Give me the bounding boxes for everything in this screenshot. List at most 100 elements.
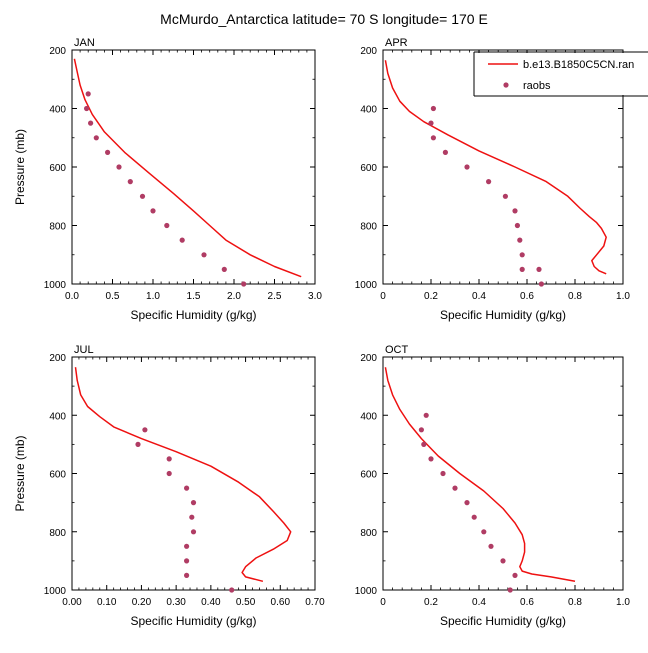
y-tick-label: 600 [360,470,377,481]
y-tick-label: 800 [49,528,66,539]
x-tick-label: 0.30 [166,597,186,608]
raobs-point [88,120,94,126]
raobs-point [502,193,508,199]
legend: b.e13.B1850C5CN.ran raobs [473,51,648,97]
raobs-point [190,529,197,535]
raobs-point [538,281,545,287]
x-tick-label: 1.0 [146,291,160,302]
y-tick-label: 1000 [355,586,378,597]
raobs-point [517,237,523,243]
raobs-point [519,252,525,258]
plot-frame [71,49,316,285]
panel-apr: 0 0.2 0.4 0.6 0.8 1.0 200 400 600 800 1000 APR Speci… [355,37,631,322]
raobs-point [184,572,190,579]
y-axis-label: Pressure (mb) [13,129,27,205]
model-profile-line [384,60,607,275]
raobs-point [166,470,172,477]
model-profile-line [74,367,292,583]
x-tick-label: 0.50 [236,597,256,608]
x-tick-label: 2.0 [227,291,241,302]
raobs-point [423,412,429,418]
x-axis-label: Specific Humidity (g/kg) [440,614,566,628]
raobs-point [481,529,487,535]
y-tick-label: 400 [49,411,66,422]
raobs-point [512,208,518,214]
y-tick-label: 200 [360,353,377,364]
x-tick-label: 0.4 [472,291,486,302]
panel-label: OCT [385,344,409,356]
raobs-point [488,543,494,549]
raobs-point [93,135,99,141]
raobs-point [116,164,122,170]
raobs-point [500,558,506,564]
raobs-point [241,281,247,287]
raobs-point [127,179,133,185]
raobs-point [184,543,190,549]
legend-background [475,53,648,95]
raobs-point [105,149,111,155]
y-tick-label: 600 [49,470,66,481]
x-tick-label: 0.4 [472,597,486,608]
y-tick-label: 800 [360,222,377,233]
y-tick-label: 200 [360,46,377,57]
figure-title: McMurdo_Antarctica latitude= 70 S longit… [160,11,488,27]
panel-jan: 0.0 0.5 1.0 1.5 2.0 2.5 3.0 200 400 600 800 1000 JAN… [13,37,322,322]
plot-frame [382,356,624,591]
panel-label: JAN [74,37,95,49]
x-tick-label: 0.6 [520,291,534,302]
panel-label: JUL [74,344,94,356]
y-axis-label: Pressure (mb) [13,435,27,511]
raobs-point [519,266,525,272]
raobs-point [221,266,227,272]
raobs-point [418,427,424,433]
legend-label-raobs: raobs [523,80,551,92]
y-tick-label: 1000 [44,586,67,597]
raobs-point [142,427,148,433]
raobs-point [189,514,195,520]
x-tick-label: 0.70 [305,597,325,608]
raobs-point [440,470,446,477]
x-tick-label: 3.0 [308,291,322,302]
x-axis-label: Specific Humidity (g/kg) [130,308,256,322]
raobs-point [536,266,542,272]
model-profile-line [384,367,576,583]
raobs-point [430,105,436,112]
legend-label-model: b.e13.B1850C5CN.ran [523,59,634,71]
raobs-point [507,587,513,593]
y-tick-label: 800 [49,222,66,233]
x-tick-label: 2.5 [268,291,282,302]
raobs-point [430,135,436,141]
y-tick-label: 200 [49,353,66,364]
raobs-point [135,441,141,447]
x-tick-label: 0 [380,597,386,608]
x-tick-label: 0.8 [568,597,582,608]
x-tick-label: 0.8 [568,291,582,302]
x-axis-label: Specific Humidity (g/kg) [130,614,256,628]
x-tick-label: 1.5 [187,291,201,302]
panel-jul: 0.00 0.10 0.20 0.30 0.40 0.50 0.60 0.70 200 400 60… [13,344,325,628]
raobs-point [229,587,235,593]
raobs-point [184,485,190,491]
raobs-point [84,105,90,112]
raobs-point [464,500,470,506]
raobs-point [471,514,477,520]
y-tick-label: 400 [360,105,377,116]
y-tick-label: 200 [49,46,66,57]
x-tick-label: 0.2 [424,597,438,608]
x-tick-label: 1.0 [616,291,630,302]
x-tick-label: 0.40 [201,597,221,608]
x-tick-label: 0.0 [65,291,79,302]
raobs-point [150,208,156,214]
raobs-point [179,237,185,243]
raobs-point [512,572,518,579]
raobs-point [190,500,197,506]
x-axis-label: Specific Humidity (g/kg) [440,308,566,322]
raobs-point [184,558,190,564]
raobs-point [464,164,470,170]
y-tick-label: 1000 [355,280,378,291]
raobs-point [452,485,458,491]
x-tick-label: 0.10 [97,597,117,608]
x-tick-label: 0.2 [424,291,438,302]
